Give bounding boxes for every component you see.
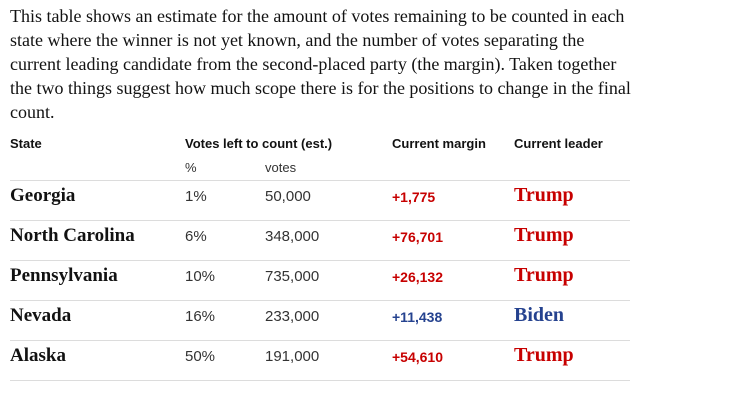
current-margin: +11,438 (392, 309, 443, 325)
votes-count: 50,000 (265, 188, 311, 205)
current-leader: Trump (514, 344, 574, 366)
header: State (10, 136, 42, 151)
header: Current leader (514, 136, 603, 151)
row-separator (10, 340, 630, 341)
current-leader: Biden (514, 304, 565, 326)
votes-count: 233,000 (265, 308, 320, 325)
votes-count: 348,000 (265, 228, 320, 245)
state-name: Georgia (10, 185, 76, 206)
intro-text: This table shows an estimate for the amo… (10, 6, 631, 122)
current-leader: Trump (514, 184, 574, 206)
current-leader: Trump (514, 264, 574, 286)
row-separator (10, 180, 630, 181)
header: Current margin (392, 136, 486, 151)
state-name: Pennsylvania (10, 265, 118, 286)
row-separator (10, 380, 630, 381)
current-margin: +1,775 (392, 189, 436, 205)
subheader: % (185, 160, 197, 175)
header: Votes left to count (est.) (185, 136, 333, 151)
state-name: Alaska (10, 345, 66, 366)
subheader: votes (265, 160, 297, 175)
state-name: North Carolina (10, 225, 135, 246)
votes-percent: 1% (185, 188, 207, 205)
current-margin: +26,132 (392, 269, 443, 285)
votes-percent: 10% (185, 268, 216, 285)
current-leader: Trump (514, 224, 574, 246)
row-separator (10, 260, 630, 261)
votes-count: 191,000 (265, 348, 320, 365)
state-name: Nevada (10, 305, 72, 326)
votes-percent: 50% (185, 348, 216, 365)
current-margin: +76,701 (392, 229, 443, 245)
row-separator (10, 300, 630, 301)
votes-percent: 16% (185, 308, 216, 325)
current-margin: +54,610 (392, 349, 443, 365)
votes-count: 735,000 (265, 268, 320, 285)
votes-percent: 6% (185, 228, 207, 245)
row-separator (10, 220, 630, 221)
